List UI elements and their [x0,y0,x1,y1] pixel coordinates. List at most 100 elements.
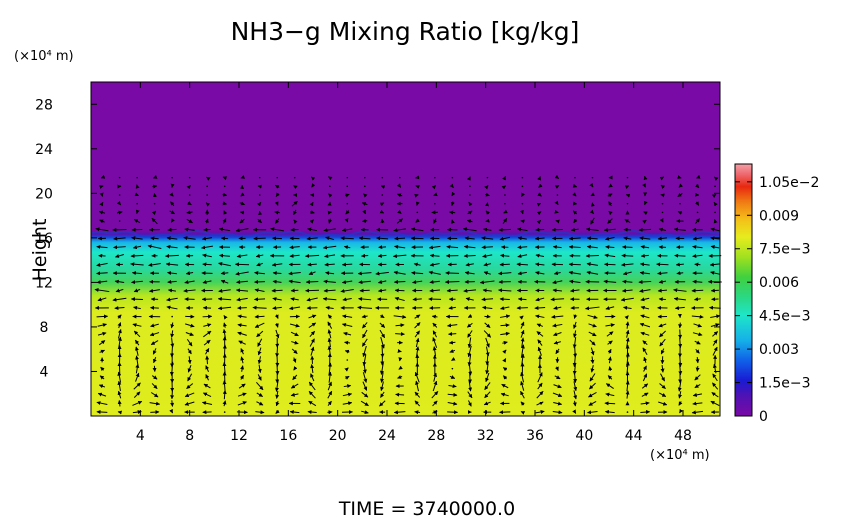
wind-vector [272,297,282,302]
wind-vector [205,355,210,365]
wind-vector [694,384,701,389]
wind-vector [186,383,194,390]
wind-vector [133,218,141,224]
wind-vector [289,245,300,250]
wind-vector [253,236,266,241]
wind-vector [605,236,615,241]
wind-vector [361,253,369,258]
wind-vector [203,339,211,346]
wind-vector [218,261,231,267]
x-tick-label: 24 [378,428,396,444]
wind-vector [363,193,368,198]
wind-vector [362,345,367,358]
wind-vector [607,356,612,364]
x-tick-label: 20 [329,428,347,444]
wind-vector [305,288,319,293]
wind-vector [223,210,228,215]
wind-vector [100,174,106,179]
wind-vector [553,340,561,345]
wind-vector [152,184,158,189]
wind-vector [710,288,719,293]
wind-vector [275,329,280,339]
wind-vector [659,392,667,397]
wind-vector [589,182,594,188]
wind-vector [500,323,510,328]
wind-vector [167,227,177,232]
wind-vector [520,337,525,348]
wind-vector [451,356,456,361]
wind-vector [322,245,337,250]
wind-vector [428,245,441,250]
wind-vector [357,271,372,276]
wind-vector [625,329,630,338]
wind-vector [432,380,438,392]
wind-vector [608,210,613,216]
wind-vector [624,315,629,320]
wind-vector [381,194,384,196]
wind-vector [500,306,510,311]
wind-vector [552,288,562,293]
wind-vector [184,401,195,406]
wind-vector [605,245,615,250]
wind-vector [657,271,668,276]
wind-vector [479,280,495,285]
wind-vector [552,245,562,250]
wind-vector [344,349,350,354]
wind-vector [340,236,354,241]
wind-vector [362,372,368,383]
wind-vector [254,270,265,275]
wind-vector [165,262,179,267]
wind-vector [342,297,352,302]
wind-vector [625,390,630,399]
wind-vector [323,279,336,284]
wind-vector [551,314,564,319]
wind-vector [222,328,227,339]
colorbar-label: 0.009 [759,208,799,224]
wind-vector [537,176,541,181]
wind-vector [393,314,407,319]
wind-vector [136,176,138,179]
wind-vector [710,236,720,241]
wind-vector [483,330,492,338]
wind-vector [712,346,718,356]
wind-vector [310,176,316,181]
wind-vector [380,314,385,319]
wind-vector [410,227,424,232]
wind-vector [327,210,332,215]
wind-vector [205,374,210,381]
wind-vector [520,372,525,383]
wind-vector [148,262,161,267]
wind-vector [446,244,459,249]
wind-vector [658,245,667,250]
wind-vector [414,371,420,383]
wind-vector [623,305,632,310]
colorbar: 0 1.5e−3 0.003 4.5e−3 0.006 7.5e−3 0.009 1.05e−… [734,163,819,425]
tropopause-interface [90,229,721,239]
wind-vector [394,296,405,302]
wind-vector [343,331,352,336]
wind-vector [587,314,598,319]
wind-vector [607,348,612,354]
wind-vector [254,288,265,293]
wind-vector [362,209,366,215]
wind-vector [342,314,353,319]
wind-vector [100,366,105,372]
wind-vector [659,218,664,223]
wind-vector [451,191,456,197]
wind-vector [327,400,332,406]
wind-vector [322,296,337,301]
wind-vector [447,392,458,397]
wind-vector [306,236,318,241]
wind-vector [502,218,508,225]
wind-vector [362,329,368,339]
wind-vector [202,401,213,406]
wind-vector [535,409,545,414]
wind-vector [309,338,315,347]
wind-vector [536,219,542,225]
x-tick-label: 12 [230,428,248,444]
wind-vector [357,305,372,310]
wind-vector [679,408,684,414]
wind-vector [502,367,508,372]
wind-vector [658,323,667,328]
